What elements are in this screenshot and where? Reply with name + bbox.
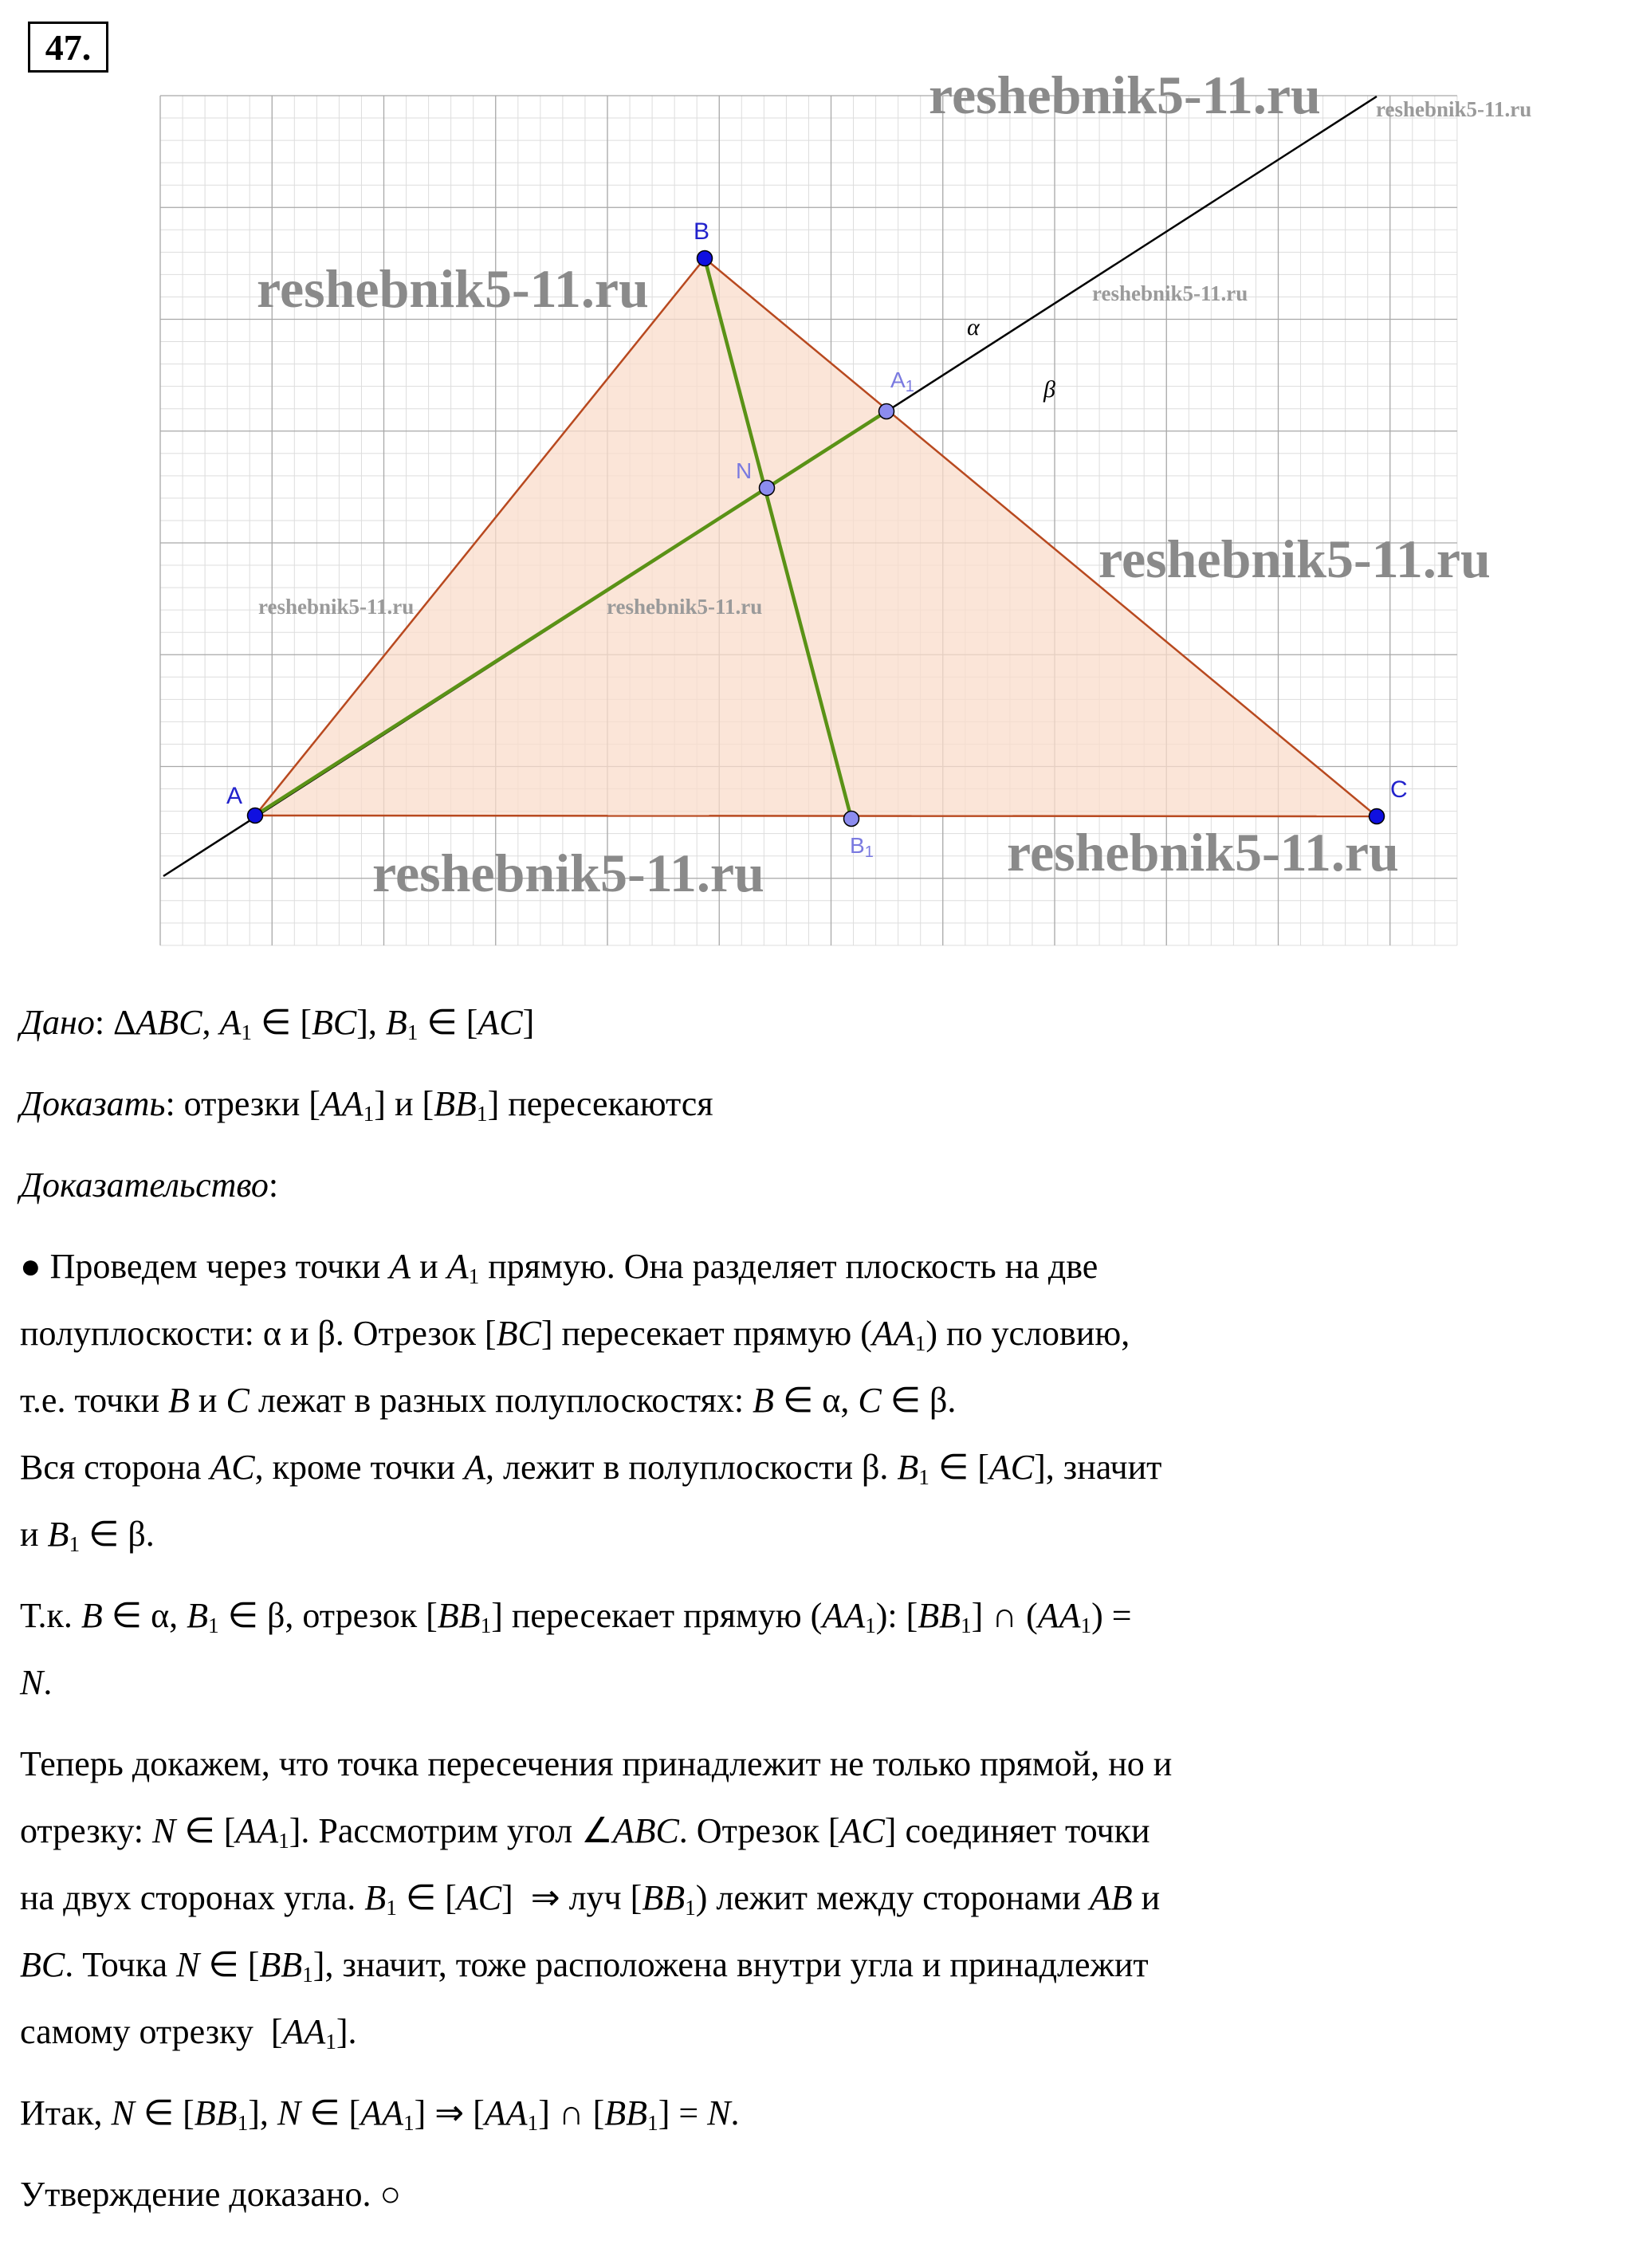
svg-text:reshebnik5-11.ru: reshebnik5-11.ru [372, 843, 764, 903]
svg-text:α: α [967, 314, 981, 340]
svg-text:reshebnik5-11.ru: reshebnik5-11.ru [258, 595, 414, 619]
svg-text:reshebnik5-11.ru: reshebnik5-11.ru [1376, 97, 1531, 121]
svg-text:β: β [1043, 376, 1055, 403]
svg-text:reshebnik5-11.ru: reshebnik5-11.ru [1098, 529, 1491, 589]
svg-text:reshebnik5-11.ru: reshebnik5-11.ru [1007, 822, 1399, 882]
svg-text:A: A [226, 783, 242, 809]
svg-text:C: C [1390, 776, 1408, 803]
svg-text:reshebnik5-11.ru: reshebnik5-11.ru [929, 76, 1321, 125]
svg-text:reshebnik5-11.ru: reshebnik5-11.ru [257, 258, 649, 319]
svg-text:B: B [694, 218, 709, 245]
svg-text:reshebnik5-11.ru: reshebnik5-11.ru [607, 595, 762, 619]
svg-text:N: N [736, 458, 752, 483]
svg-text:reshebnik5-11.ru: reshebnik5-11.ru [1092, 281, 1248, 305]
